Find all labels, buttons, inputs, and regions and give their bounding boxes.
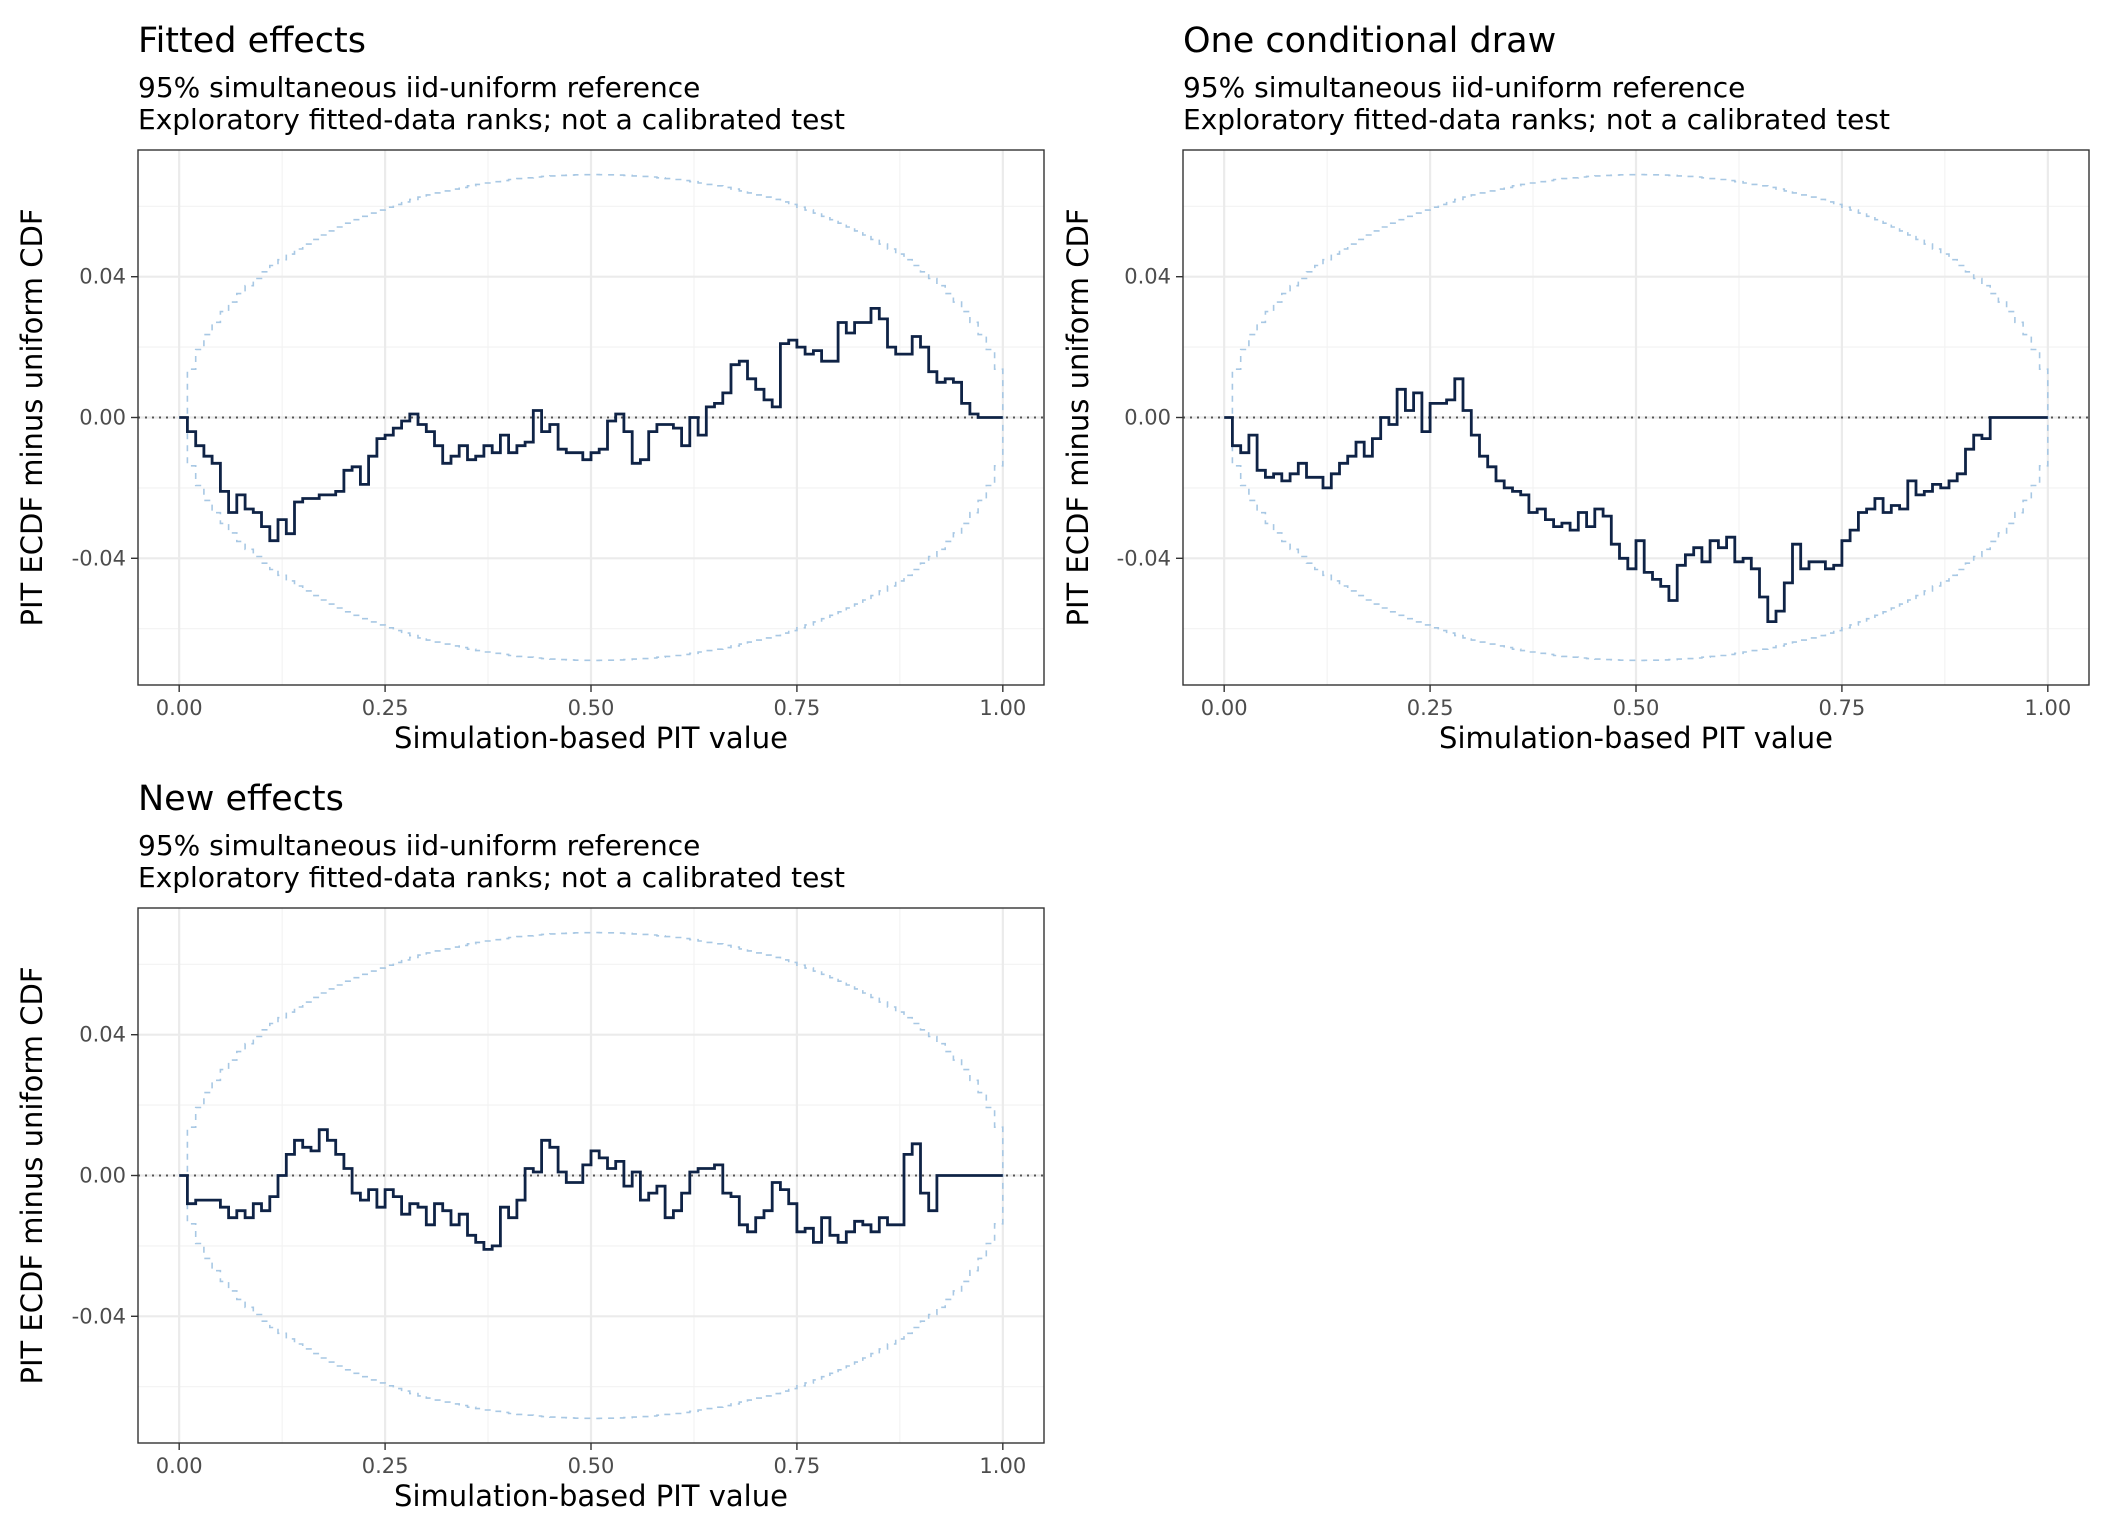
y-axis-title: PIT ECDF minus uniform CDF — [15, 208, 49, 626]
y-tick-label: -0.04 — [72, 1304, 126, 1328]
panel-subtitle-line-2: Exploratory fitted-data ranks; not a cal… — [1183, 103, 1890, 136]
x-axis-title: Simulation-based PIT value — [1439, 721, 1833, 755]
chart-panel-3: New effects 95% simultaneous iid-uniform … — [15, 779, 1045, 1513]
chart-panel-2: One conditional draw 95% simultaneous iid… — [1061, 21, 2090, 755]
x-tick-label: 0.75 — [1819, 696, 1866, 720]
x-tick-label: 1.00 — [979, 696, 1026, 720]
panel-subtitle-line-1: 95% simultaneous iid-uniform reference — [1183, 71, 1745, 104]
x-tick-label: 0.50 — [1613, 696, 1660, 720]
y-tick-label: 0.00 — [79, 1164, 126, 1188]
y-tick-label: 0.00 — [1124, 406, 1171, 430]
x-axis-title: Simulation-based PIT value — [394, 721, 788, 755]
x-tick-label: 1.00 — [2024, 696, 2071, 720]
panel-subtitle-line-2: Exploratory fitted-data ranks; not a cal… — [138, 103, 845, 136]
ecdf-difference-line — [1224, 377, 2048, 623]
x-tick-label: 0.25 — [362, 1454, 409, 1478]
x-tick-label: 0.25 — [362, 696, 409, 720]
panel-subtitle-line-1: 95% simultaneous iid-uniform reference — [138, 829, 700, 862]
x-tick-label: 0.25 — [1407, 696, 1454, 720]
panel-title: Fitted effects — [138, 21, 366, 61]
x-tick-label: 0.00 — [1201, 696, 1248, 720]
x-tick-label: 0.75 — [774, 1454, 821, 1478]
y-tick-label: 0.04 — [79, 265, 126, 289]
x-tick-label: 0.50 — [568, 696, 615, 720]
panel-subtitle-line-2: Exploratory fitted-data ranks; not a cal… — [138, 861, 845, 894]
x-tick-label: 0.00 — [156, 1454, 203, 1478]
x-tick-label: 0.50 — [568, 1454, 615, 1478]
panel-title: One conditional draw — [1183, 21, 1556, 61]
y-tick-label: -0.04 — [72, 546, 126, 570]
x-tick-label: 0.75 — [774, 696, 821, 720]
y-axis-title: PIT ECDF minus uniform CDF — [15, 966, 49, 1384]
y-tick-label: 0.00 — [79, 406, 126, 430]
chart-panel-1: Fitted effects 95% simultaneous iid-unifo… — [15, 21, 1045, 755]
y-axis-title: PIT ECDF minus uniform CDF — [1061, 208, 1095, 626]
x-tick-label: 1.00 — [979, 1454, 1026, 1478]
x-tick-label: 0.00 — [156, 696, 203, 720]
y-tick-label: -0.04 — [1117, 546, 1171, 570]
ecdf-difference-line — [179, 307, 1003, 543]
panel-subtitle-line-1: 95% simultaneous iid-uniform reference — [138, 71, 700, 104]
panel-title: New effects — [138, 779, 344, 819]
ecdf-difference-line — [179, 1128, 1003, 1251]
y-tick-label: 0.04 — [79, 1023, 126, 1047]
y-tick-label: 0.04 — [1124, 265, 1171, 289]
x-axis-title: Simulation-based PIT value — [394, 1479, 788, 1513]
